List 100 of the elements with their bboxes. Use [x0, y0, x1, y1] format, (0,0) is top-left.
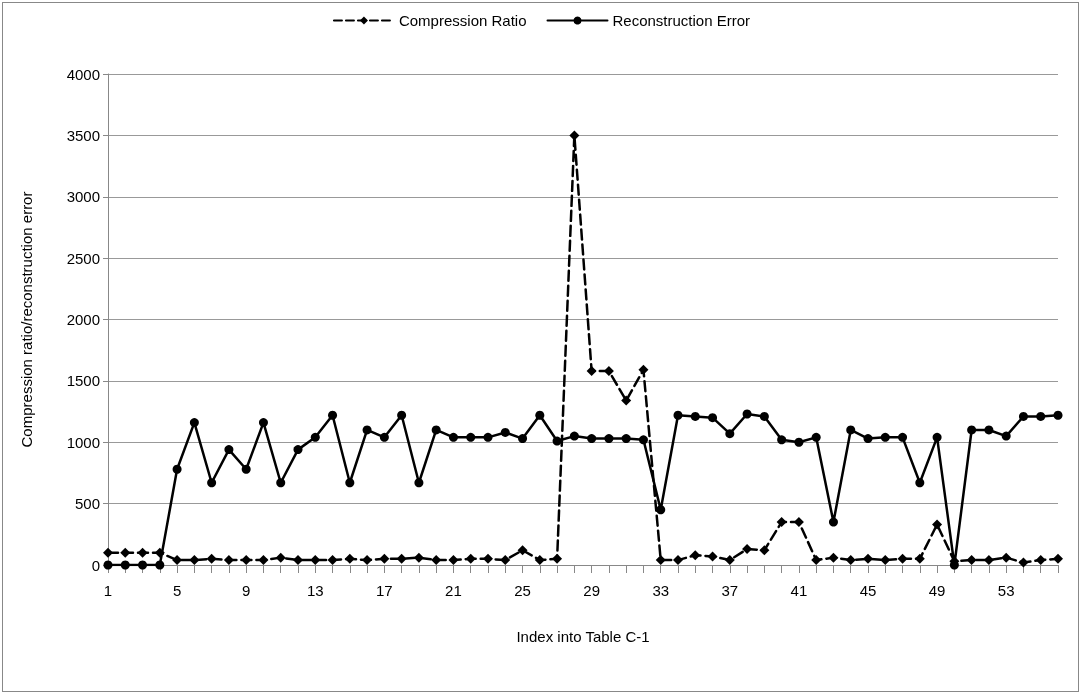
point: [776, 517, 787, 528]
x-tick-label: 29: [583, 582, 600, 599]
point: [275, 552, 286, 563]
point: [552, 553, 563, 564]
point: [569, 431, 579, 441]
point: [845, 555, 856, 566]
point: [621, 434, 631, 444]
point: [967, 425, 977, 435]
point: [846, 425, 856, 435]
point: [742, 544, 753, 555]
point: [1001, 431, 1011, 441]
point: [138, 560, 148, 570]
point: [155, 560, 165, 570]
x-tick-label: 5: [172, 582, 182, 599]
point: [207, 478, 217, 488]
point: [1053, 410, 1063, 420]
point: [362, 425, 372, 435]
point: [673, 410, 683, 420]
point: [310, 555, 321, 566]
point: [811, 432, 821, 442]
point: [535, 410, 545, 420]
legend-label: Reconstruction Error: [612, 12, 751, 29]
x-tick-label: 41: [790, 582, 808, 599]
point: [984, 425, 994, 435]
point: [517, 545, 528, 556]
point: [638, 364, 649, 375]
point: [258, 418, 268, 428]
point: [293, 445, 303, 455]
point: [344, 553, 355, 564]
point: [863, 434, 873, 444]
point: [655, 555, 666, 566]
point: [932, 519, 943, 530]
point: [880, 555, 891, 566]
point: [293, 555, 303, 566]
y-tick-label: 500: [74, 495, 100, 513]
point: [448, 555, 459, 566]
point: [258, 555, 269, 566]
point: [897, 553, 908, 564]
point: [224, 445, 234, 455]
point: [534, 555, 545, 566]
point: [223, 555, 234, 566]
point: [448, 432, 458, 442]
point: [518, 434, 528, 444]
point: [673, 555, 683, 566]
point: [638, 435, 648, 445]
x-tick-label: 53: [997, 582, 1015, 599]
point: [656, 505, 666, 515]
point: [621, 395, 632, 406]
point: [1036, 411, 1046, 421]
point: [189, 555, 200, 566]
point: [431, 425, 441, 435]
point: [725, 429, 735, 439]
point: [500, 555, 511, 566]
point: [500, 427, 510, 437]
point: [310, 432, 320, 442]
point: [379, 432, 389, 442]
point: [707, 551, 718, 562]
y-tick-label: 3000: [66, 188, 100, 206]
point: [587, 434, 597, 444]
x-tick-label: 21: [445, 582, 462, 599]
point: [189, 418, 199, 428]
y-axis-title: Compression ratio/reconstruction error: [18, 191, 35, 448]
point: [604, 434, 614, 444]
point: [345, 478, 355, 488]
point: [690, 550, 701, 561]
point: [414, 478, 424, 488]
point: [120, 547, 131, 558]
point: [362, 555, 373, 566]
point: [708, 413, 718, 423]
point: [966, 555, 977, 566]
point: [241, 464, 251, 474]
point: [863, 553, 873, 564]
point: [137, 547, 148, 558]
y-tick-label: 0: [91, 556, 100, 574]
point: [172, 464, 182, 474]
x-tick-label: 25: [514, 582, 531, 599]
point: [1018, 411, 1028, 421]
point: [742, 409, 752, 419]
point: [914, 553, 925, 564]
x-tick-label: 17: [376, 582, 393, 599]
x-tick-label: 45: [859, 582, 877, 599]
point: [690, 411, 700, 421]
point: [811, 555, 822, 566]
point: [483, 432, 493, 442]
point: [759, 545, 770, 556]
point: [276, 478, 286, 488]
y-tick-label: 4000: [66, 65, 100, 83]
point: [483, 553, 493, 564]
legend-label: Compression Ratio: [398, 12, 527, 29]
x-tick-label: 49: [928, 582, 946, 599]
point: [586, 366, 597, 377]
x-tick-label: 13: [306, 582, 324, 599]
point: [206, 553, 217, 564]
point: [828, 552, 839, 563]
point: [759, 411, 769, 421]
point: [103, 547, 113, 558]
y-tick-label: 1500: [66, 372, 100, 390]
point: [1035, 555, 1046, 566]
point: [466, 432, 476, 442]
x-tick-label: 33: [652, 582, 670, 599]
